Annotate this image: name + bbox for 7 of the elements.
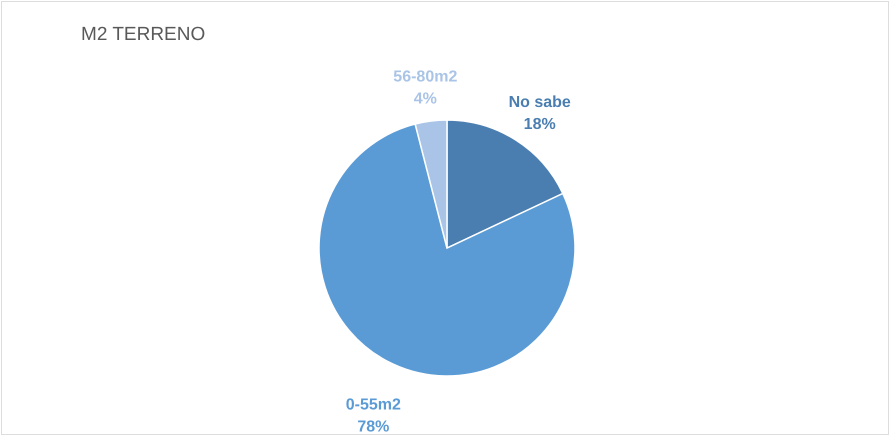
data-label: 4%: [414, 90, 437, 108]
text: M2 TERRENO: [81, 24, 206, 45]
slice-label: 56-80m2: [393, 68, 458, 86]
data-label: 78%: [357, 418, 390, 435]
slice-label: No sabe: [508, 94, 571, 111]
slice-label: 0-55m2: [346, 396, 402, 414]
data-label: 18%: [524, 116, 556, 133]
